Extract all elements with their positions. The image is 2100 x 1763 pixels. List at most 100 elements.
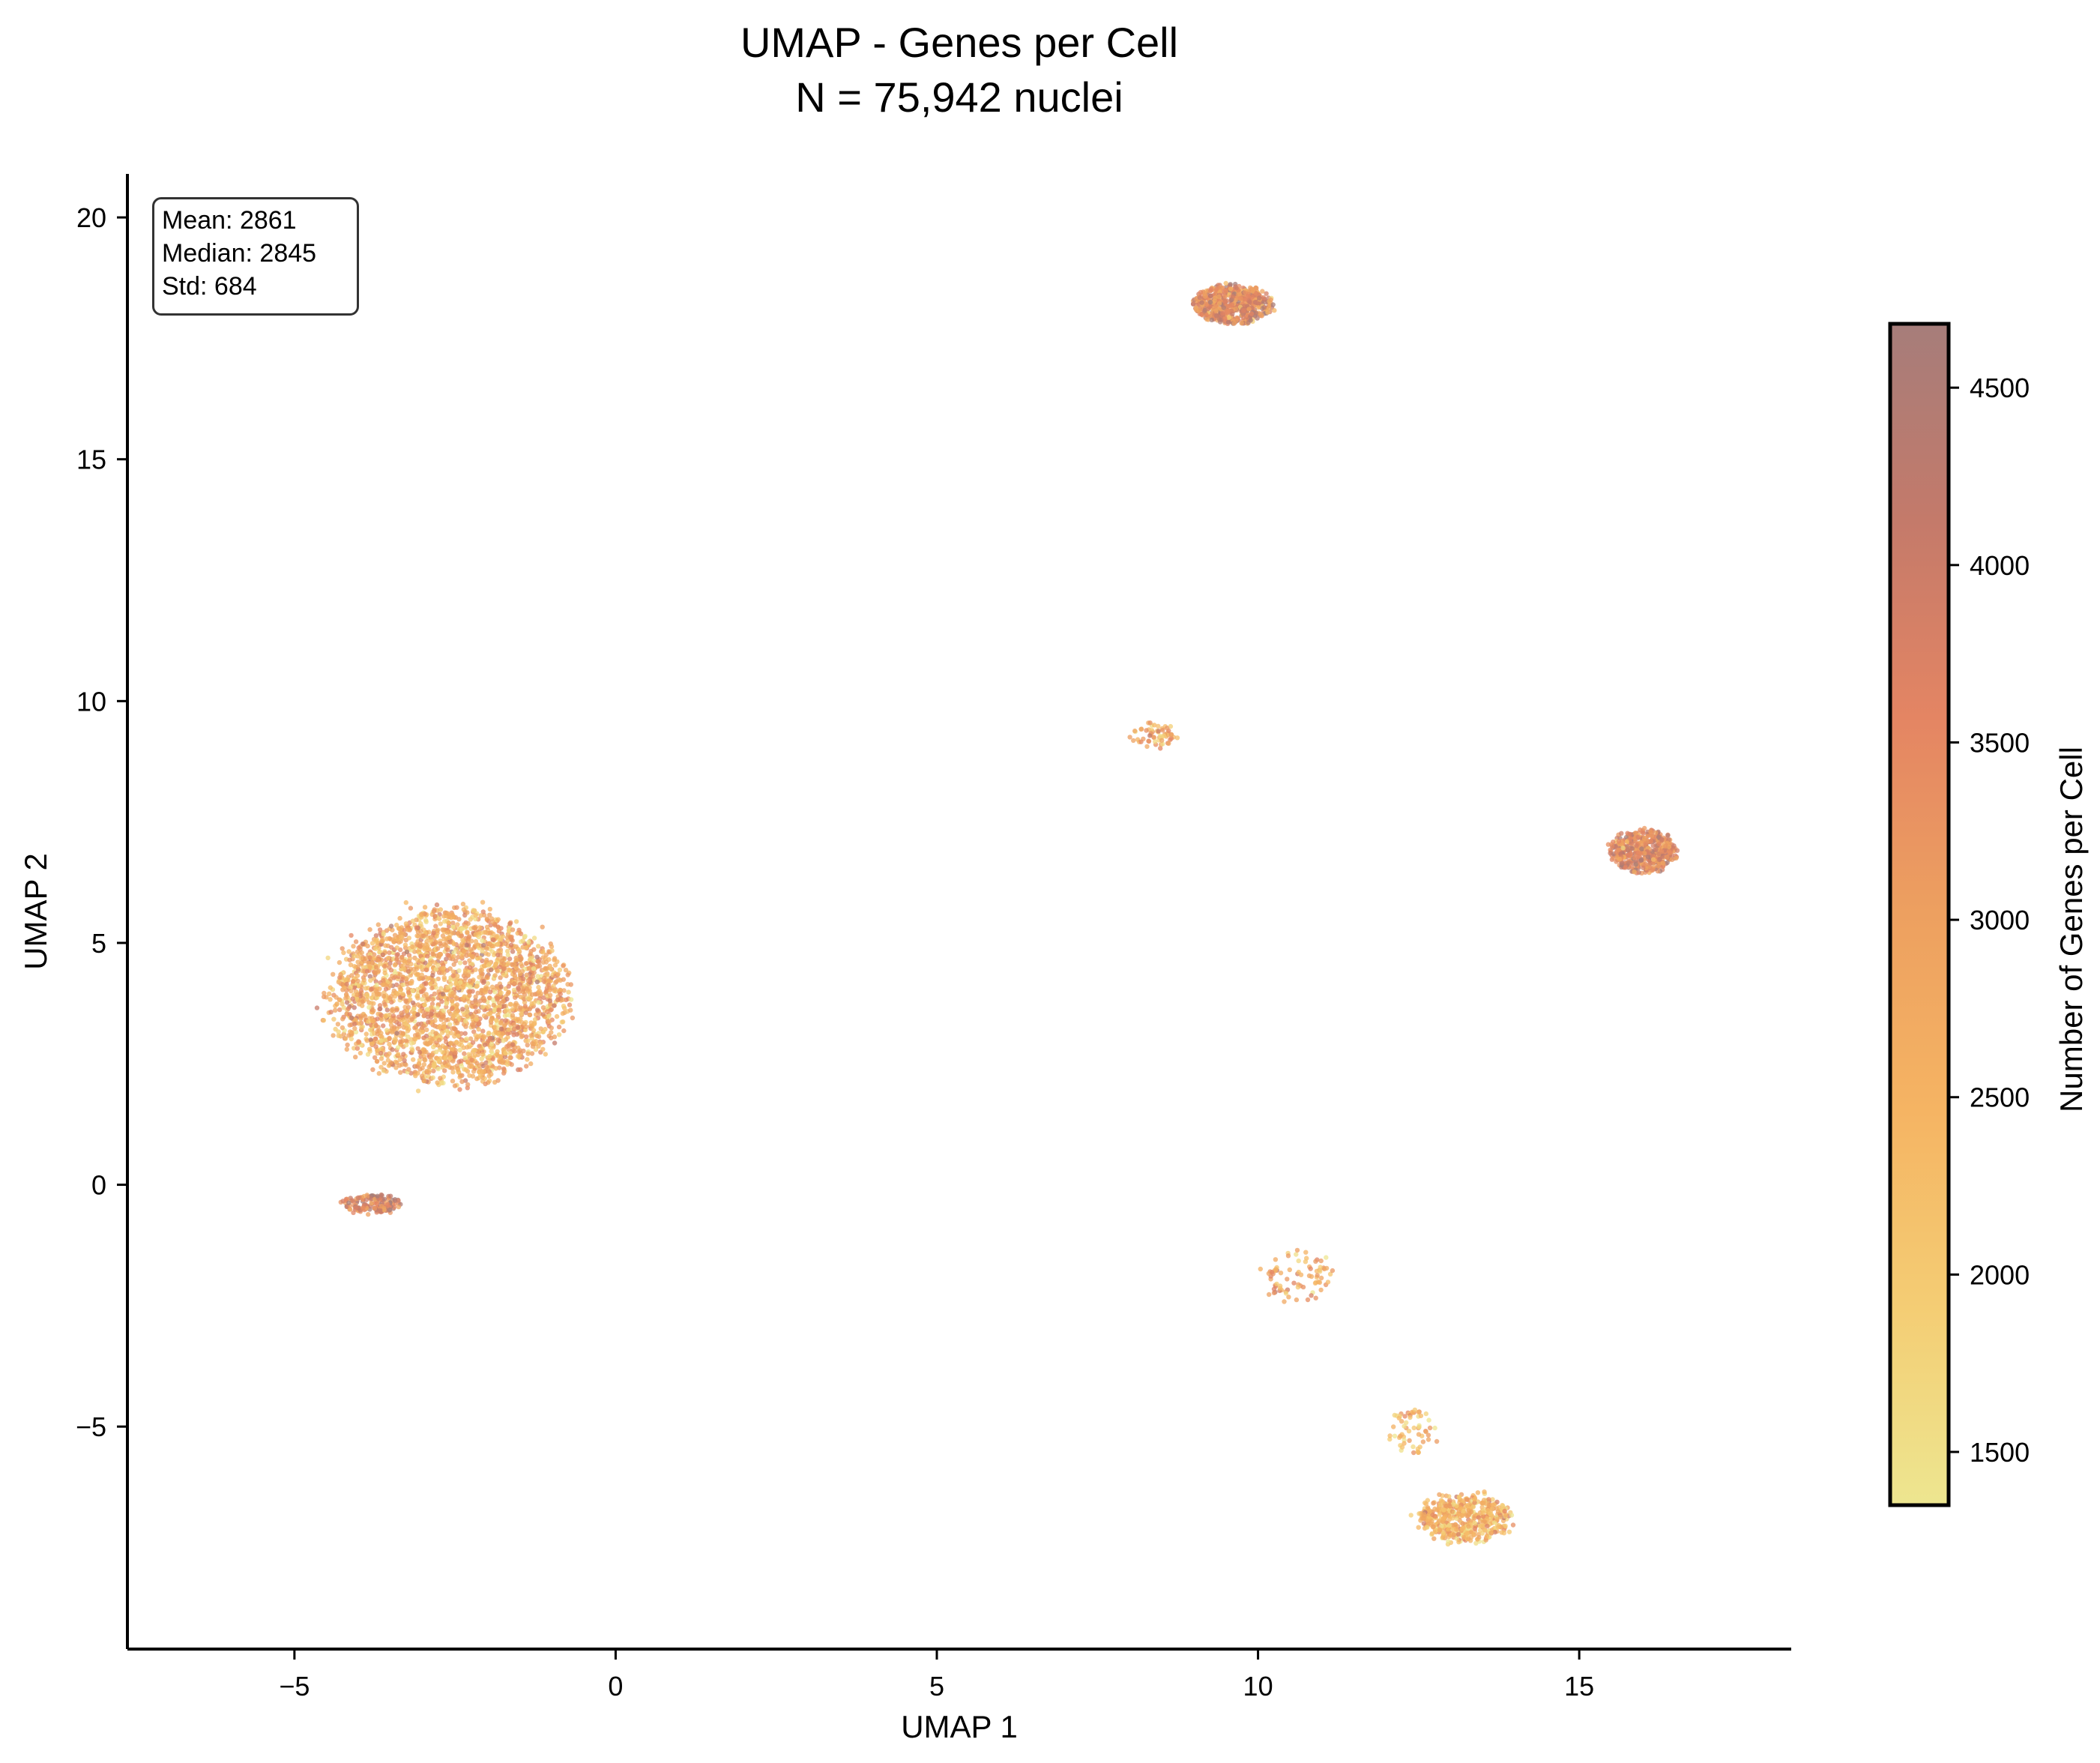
- data-point: [449, 1046, 455, 1052]
- data-point: [460, 996, 465, 1001]
- data-point: [1653, 847, 1659, 852]
- data-point: [472, 1052, 478, 1058]
- data-point: [1486, 1497, 1491, 1502]
- data-point: [478, 1046, 483, 1052]
- data-point: [462, 978, 467, 984]
- chart-subtitle: N = 75,942 nuclei: [795, 73, 1123, 121]
- data-point: [1439, 1523, 1444, 1529]
- data-point: [459, 954, 465, 959]
- data-point: [373, 965, 379, 970]
- data-point: [1425, 1437, 1431, 1442]
- data-point: [405, 1013, 410, 1019]
- data-point: [1161, 733, 1167, 738]
- data-point: [1144, 744, 1150, 750]
- data-point: [537, 996, 543, 1001]
- data-point: [451, 941, 456, 947]
- data-point: [1309, 1274, 1315, 1280]
- data-point: [1425, 1505, 1431, 1510]
- data-point: [487, 1053, 492, 1059]
- data-point: [1216, 294, 1222, 299]
- data-point: [1490, 1502, 1495, 1507]
- y-tick-label: 20: [76, 202, 106, 233]
- data-point: [422, 1002, 427, 1008]
- data-point: [447, 966, 453, 971]
- data-point: [408, 961, 414, 967]
- data-point: [1226, 315, 1231, 320]
- data-point: [1318, 1258, 1324, 1264]
- data-point: [396, 1052, 401, 1057]
- data-point: [428, 981, 433, 986]
- data-point: [482, 1042, 488, 1047]
- data-point: [1611, 840, 1616, 845]
- data-point: [421, 933, 426, 938]
- data-point: [345, 1042, 350, 1048]
- data-point: [1246, 307, 1252, 312]
- data-point: [465, 929, 470, 935]
- data-point: [457, 960, 463, 965]
- data-point: [1245, 293, 1250, 298]
- data-point: [549, 1025, 554, 1031]
- data-point: [380, 952, 385, 958]
- data-point: [347, 1022, 352, 1028]
- data-point: [487, 941, 492, 946]
- stat-std: Std: 684: [162, 272, 257, 301]
- data-point: [355, 959, 360, 965]
- data-point: [495, 1012, 501, 1018]
- data-point: [498, 975, 503, 980]
- data-point: [438, 907, 444, 912]
- data-point: [438, 1076, 443, 1081]
- data-point: [446, 1062, 451, 1067]
- data-point: [1440, 1534, 1446, 1540]
- data-point: [1166, 741, 1171, 746]
- data-point: [431, 1044, 436, 1050]
- data-point: [1313, 1295, 1318, 1301]
- data-point: [1199, 300, 1204, 305]
- data-point: [391, 1018, 397, 1024]
- data-point: [504, 1008, 509, 1013]
- data-point: [1488, 1518, 1493, 1523]
- data-point: [486, 952, 491, 957]
- data-point: [1652, 864, 1657, 869]
- data-point: [451, 950, 456, 956]
- data-point: [415, 971, 420, 977]
- data-point: [1456, 1494, 1462, 1500]
- data-point: [530, 974, 536, 979]
- data-point: [1420, 1439, 1426, 1444]
- data-point: [366, 1211, 371, 1217]
- data-point: [1421, 1521, 1427, 1526]
- data-point: [484, 1064, 489, 1070]
- data-point: [406, 935, 411, 941]
- data-point: [1254, 286, 1259, 291]
- data-point: [1427, 1425, 1433, 1431]
- data-point: [460, 1007, 465, 1012]
- data-point: [1422, 1500, 1428, 1506]
- data-point: [1156, 723, 1161, 729]
- data-point: [462, 1051, 467, 1056]
- stat-mean: Mean: 2861: [162, 206, 297, 235]
- data-point: [453, 1040, 459, 1046]
- data-point: [457, 1047, 462, 1053]
- data-point: [357, 1001, 362, 1007]
- data-point: [1327, 1271, 1333, 1277]
- data-point: [378, 1064, 384, 1070]
- data-point: [428, 935, 433, 940]
- data-point: [1496, 1525, 1501, 1530]
- data-point: [485, 980, 490, 986]
- data-point: [1174, 735, 1180, 741]
- data-point: [400, 992, 405, 997]
- data-point: [349, 1015, 354, 1021]
- data-point: [410, 1048, 415, 1053]
- data-point: [1221, 305, 1227, 310]
- data-point: [511, 987, 517, 992]
- data-point: [518, 1005, 523, 1010]
- data-point: [344, 981, 349, 987]
- data-point: [495, 1037, 501, 1043]
- colorbar-tick-label: 3000: [1970, 905, 2030, 935]
- data-point: [393, 1065, 399, 1070]
- data-point: [476, 1026, 481, 1032]
- data-point: [1500, 1504, 1506, 1509]
- data-point: [1447, 1503, 1452, 1509]
- data-point: [529, 992, 535, 997]
- data-point: [421, 1013, 426, 1019]
- data-point: [441, 1025, 447, 1031]
